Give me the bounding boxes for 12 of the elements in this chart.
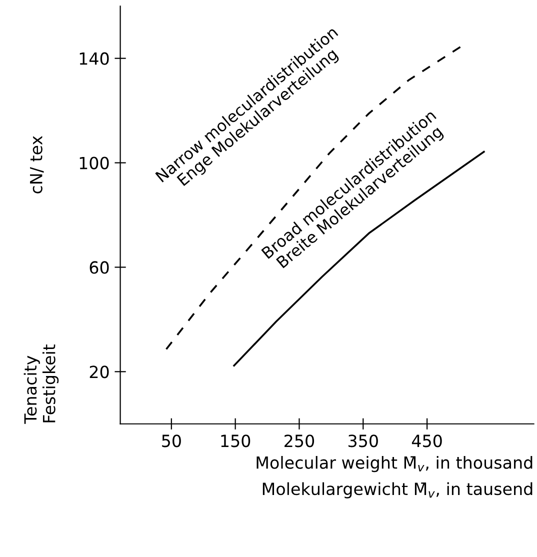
y-axis-title: Tenacity Festigkeit [24, 344, 59, 424]
x-tick-label: 250 [284, 434, 314, 448]
x-tick-label: 50 [162, 434, 181, 448]
x-tick-label: 350 [348, 434, 378, 448]
x-tick-label: 450 [412, 434, 442, 448]
y-tick-label: 140 [80, 52, 109, 65]
y-tick-label: 100 [80, 156, 109, 170]
y-tick-label: 60 [90, 261, 109, 274]
text: cN/ tex [30, 136, 44, 194]
x-axis-title: Molecular weight M̄$_{v}$, in thousand Molekulargewicht M̄$_{v}$, in tausend [256, 456, 532, 498]
x-tick-label: 150 [221, 434, 250, 448]
y-tick-label: 20 [90, 366, 109, 378]
